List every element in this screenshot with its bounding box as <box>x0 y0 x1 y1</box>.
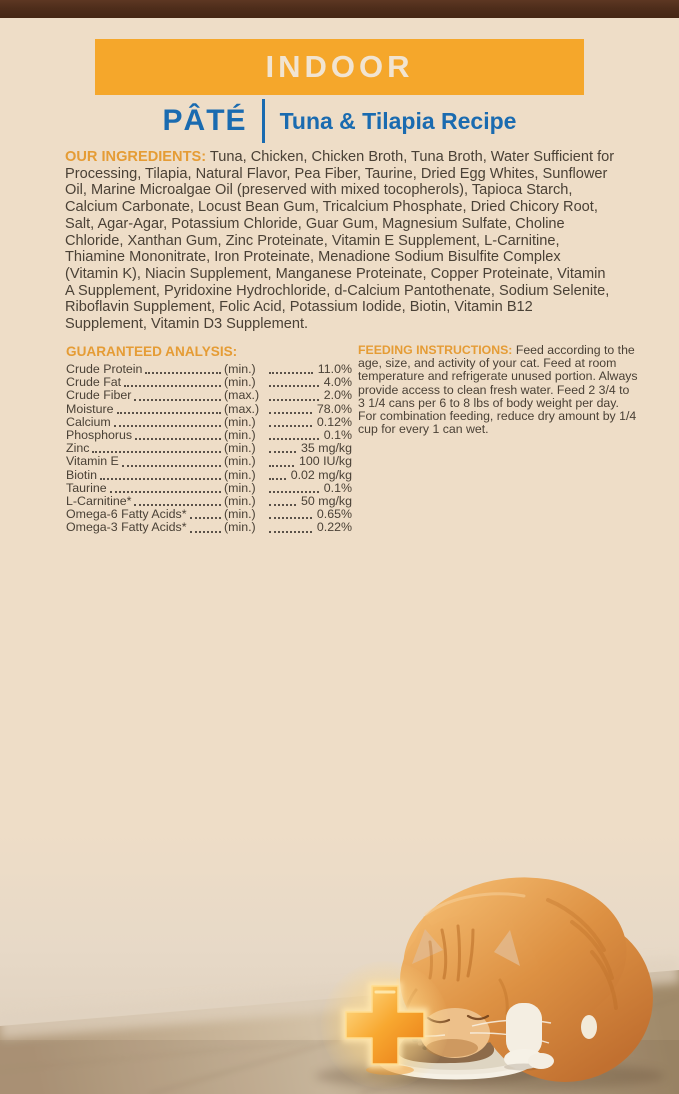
analysis-row: Omega-3 Fatty Acids* (min.) 0.22% <box>66 520 352 535</box>
analysis-row: Calcium (min.) 0.12% <box>66 414 352 429</box>
package-top-edge <box>0 0 679 18</box>
banner-label: INDOOR <box>265 49 414 84</box>
plus-glow-icon <box>321 961 449 1089</box>
analysis-row: Taurine (min.) 0.1% <box>66 480 352 495</box>
ingredients-heading: OUR INGREDIENTS: <box>65 149 207 165</box>
guaranteed-analysis-heading: GUARANTEED ANALYSIS: <box>66 344 238 359</box>
recipe-name-label: Tuna & Tilapia Recipe <box>279 107 517 134</box>
analysis-row: Crude Fat (min.) 4.0% <box>66 375 352 390</box>
analysis-row: Moisture (max.) 78.0% <box>66 401 352 416</box>
feeding-instructions-paragraph: FEEDING INSTRUCTIONS: Feed according to … <box>358 343 638 437</box>
ingredients-paragraph: OUR INGREDIENTS: Tuna, Chicken, Chicken … <box>65 149 617 333</box>
product-type-label: PÂTÉ <box>162 104 247 137</box>
analysis-row: Vitamin E (min.) 100 IU/kg <box>66 454 352 469</box>
guaranteed-analysis-section: GUARANTEED ANALYSIS: Crude Protein (min.)… <box>66 344 352 535</box>
ingredients-text: Tuna, Chicken, Chicken Broth, Tuna Broth… <box>65 149 615 333</box>
analysis-row: Zinc (min.) 35 mg/kg <box>66 441 352 456</box>
subtitle-divider <box>261 99 265 143</box>
feeding-instructions-heading: FEEDING INSTRUCTIONS: <box>358 343 513 357</box>
analysis-table: Crude Protein (min.) 11.0% Crude Fat (min.) 4… <box>66 362 352 535</box>
feeding-instructions-text: Feed according to the age, size, and act… <box>358 343 638 437</box>
analysis-row: Crude Fiber (max.) 2.0% <box>66 388 352 403</box>
analysis-row: Phosphorus (min.) 0.1% <box>66 428 352 443</box>
analysis-row: Biotin (min.) 0.02 mg/kg <box>66 467 352 482</box>
analysis-row: Omega-6 Fatty Acids* (min.) 0.65% <box>66 507 352 522</box>
analysis-row: Crude Protein (min.) 11.0% <box>66 362 352 376</box>
indoor-banner: INDOOR <box>95 39 584 95</box>
analysis-row: L-Carnitine* (min.) 50 mg/kg <box>66 494 352 509</box>
package-label: INDOOR PÂTÉ Tuna & Tilapia Recipe OUR IN… <box>0 0 679 535</box>
product-subtitle: PÂTÉ Tuna & Tilapia Recipe <box>0 97 679 145</box>
